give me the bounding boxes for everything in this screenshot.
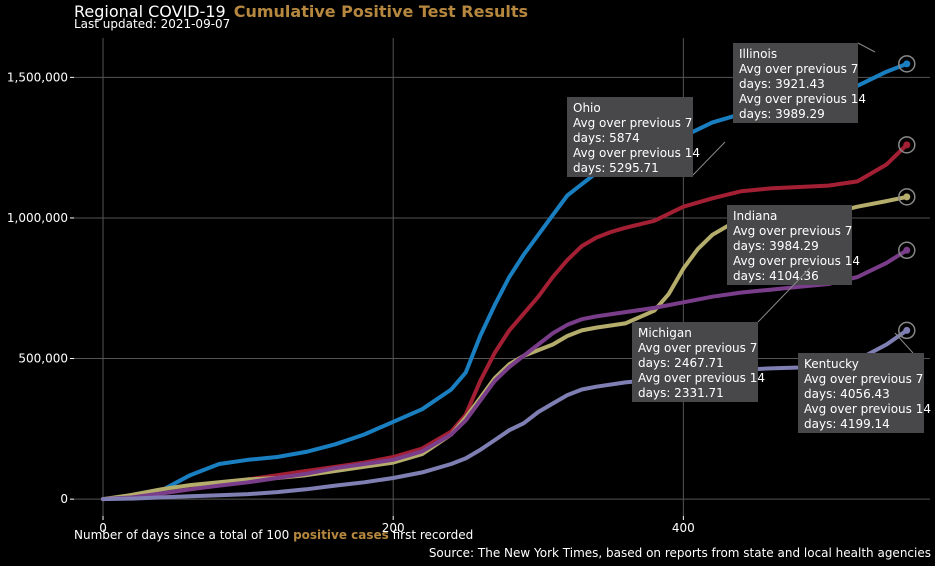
- series-end-dot-illinois[interactable]: [903, 60, 911, 68]
- tooltip-box-kentucky: [798, 353, 924, 433]
- tooltip-leader-kentucky: [894, 332, 914, 354]
- tooltip-box-indiana: [727, 205, 852, 285]
- xlabel-highlight: positive cases: [293, 528, 389, 542]
- tooltip-line: days: 2331.71: [638, 386, 724, 400]
- series-end-ring-michigan[interactable]: [898, 241, 916, 260]
- tooltip-line: Kentucky: [804, 357, 859, 371]
- tooltip-leader-michigan: [757, 267, 811, 323]
- tooltip-line: Avg over previous 14: [638, 371, 765, 385]
- series-end-ring-illinois[interactable]: [898, 55, 916, 73]
- series-end-dot-kentucky[interactable]: [903, 326, 911, 334]
- tooltip-line: Avg over previous 14: [739, 92, 866, 106]
- tooltip-leader-ohio: [692, 141, 726, 176]
- series-end-ring-kentucky[interactable]: [898, 321, 916, 340]
- tooltip-line: Illinois: [739, 47, 777, 61]
- xlabel-post: first recorded: [392, 528, 474, 542]
- tooltip-line: Avg over previous 7: [804, 372, 923, 386]
- tooltip-line: Avg over previous 7: [573, 116, 692, 130]
- source-note: Source: The New York Times, based on rep…: [428, 546, 931, 560]
- x-tick-label: 200: [382, 521, 405, 535]
- series-end-dot-indiana[interactable]: [903, 193, 911, 201]
- tooltip-line: days: 3989.29: [739, 107, 825, 121]
- xlabel-pre: Number of days since a total of 100: [74, 528, 290, 542]
- tooltip-line: Avg over previous 7: [733, 224, 852, 238]
- tooltip-line: Avg over previous 14: [733, 254, 860, 268]
- tooltip-line: Avg over previous 14: [804, 402, 931, 416]
- tooltip-line: days: 5874: [573, 131, 640, 145]
- tooltip-line: Indiana: [733, 209, 777, 223]
- y-tick-label: 1,500,000: [7, 70, 68, 84]
- y-tick-label: 500,000: [18, 352, 68, 366]
- chart-title: Regional COVID-19 Cumulative Positive Tes…: [74, 2, 528, 21]
- tooltip-line: days: 4199.14: [804, 417, 890, 431]
- series-end-ring-ohio[interactable]: [898, 136, 916, 154]
- tooltip-line: Avg over previous 7: [638, 341, 757, 355]
- tooltip-line: Avg over previous 14: [573, 146, 700, 160]
- tooltip-line: days: 3921.43: [739, 77, 825, 91]
- tooltip-line: Avg over previous 7: [739, 62, 858, 76]
- tooltip-box-michigan: [632, 322, 758, 402]
- title-accent: Cumulative Positive Test Results: [233, 2, 529, 21]
- series-end-ring-indiana[interactable]: [898, 188, 916, 206]
- y-tick-label: 1,000,000: [7, 211, 68, 225]
- tooltip-line: days: 4104.36: [733, 269, 819, 283]
- series-line-kentucky[interactable]: [101, 328, 909, 502]
- x-axis-label: Number of days since a total of 100 posi…: [74, 528, 473, 542]
- series-end-dot-ohio[interactable]: [903, 141, 911, 149]
- tooltip-line: days: 2467.71: [638, 356, 724, 370]
- tooltip-line: days: 4056.43: [804, 387, 890, 401]
- x-tick-label: 400: [672, 521, 695, 535]
- y-tick-label: 0: [60, 492, 68, 506]
- tooltip-box-ohio: [567, 97, 693, 177]
- tooltip-line: Ohio: [573, 101, 601, 115]
- series-end-dot-michigan[interactable]: [903, 246, 911, 254]
- tooltip-line: days: 3984.29: [733, 239, 819, 253]
- title-main: Regional COVID-19: [74, 2, 226, 21]
- tooltip-line: Michigan: [638, 326, 692, 340]
- last-updated: Last updated: 2021-09-07: [74, 17, 231, 31]
- series-line-michigan[interactable]: [101, 248, 909, 502]
- axis-layer: 0 200 400 0 500,000 1,000,000 1,500,000: [7, 70, 695, 535]
- tooltip-leader-illinois: [857, 42, 876, 53]
- tooltip-box-illinois: [733, 43, 858, 123]
- tooltip-line: days: 5295.71: [573, 161, 659, 175]
- x-tick-label: 0: [99, 521, 107, 535]
- series-line-ohio[interactable]: [101, 142, 909, 502]
